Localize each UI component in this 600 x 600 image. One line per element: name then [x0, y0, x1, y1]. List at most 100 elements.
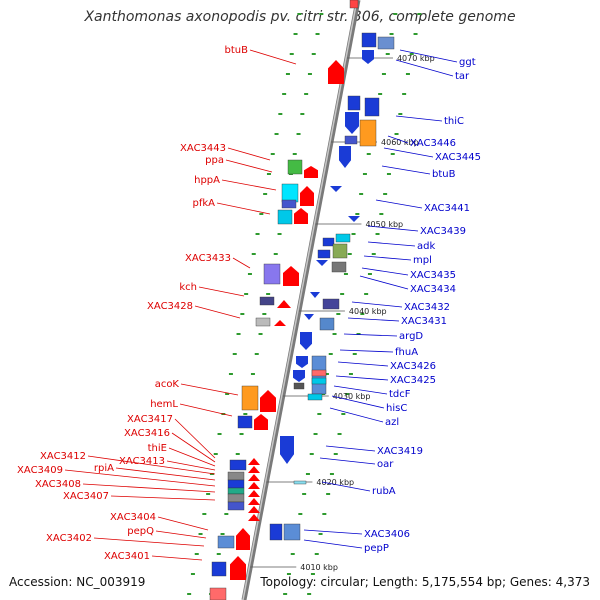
gene-arrow-up: [236, 528, 250, 550]
gene-triangle: [277, 300, 291, 308]
gene-arrow-down: [362, 50, 374, 64]
left-leader-line: [179, 403, 233, 417]
right-leader-line: [361, 267, 409, 276]
right-gene-label: XAC3419: [377, 446, 423, 457]
right-leader-line: [399, 49, 458, 63]
gene-triangle: [248, 466, 260, 473]
right-gene-label: XAC3431: [401, 316, 447, 327]
right-leader-line: [303, 539, 363, 549]
left-gene-label: btuB: [225, 45, 249, 56]
map-title: Xanthomonas axonopodis pv. citri str. 30…: [84, 9, 516, 25]
gene-glyph: [364, 97, 380, 117]
right-leader-line: [303, 529, 363, 535]
right-leader-line: [363, 255, 412, 261]
right-gene-label: adk: [417, 241, 435, 252]
gene-glyph: [237, 415, 253, 429]
gene-glyph: [377, 36, 395, 50]
left-leader-line: [227, 147, 271, 161]
gene-glyphs: [209, 0, 395, 600]
left-leader-line: [232, 257, 251, 269]
left-leader-line: [221, 179, 277, 191]
gene-glyph: [227, 487, 245, 495]
gene-glyph: [281, 183, 299, 203]
left-leader-line: [110, 495, 216, 501]
gene-arrow-up: [300, 186, 314, 206]
left-leader-line: [151, 555, 203, 561]
gene-glyph: [349, 0, 359, 9]
track-dots: [187, 13, 422, 595]
gene-arrow-down: [345, 112, 359, 134]
gene-glyph: [331, 261, 347, 273]
right-gene-label: XAC3434: [410, 284, 456, 295]
gene-glyph: [277, 209, 293, 225]
left-gene-label: XAC3443: [180, 143, 226, 154]
right-leader-line: [333, 385, 388, 395]
right-gene-label: btuB: [432, 169, 456, 180]
gene-triangle: [248, 474, 260, 481]
right-gene-label: XAC3435: [410, 270, 456, 281]
gene-glyph: [359, 119, 377, 147]
gene-arrow-up: [304, 166, 318, 178]
right-leader-line: [383, 147, 434, 158]
left-leader-line: [225, 159, 273, 173]
left-gene-label: XAC3433: [185, 253, 231, 264]
left-gene-label: rpiA: [94, 463, 114, 474]
left-gene-label: XAC3417: [127, 414, 173, 425]
left-leader-line: [171, 432, 216, 463]
left-leader-line: [168, 447, 216, 467]
gene-glyph: [255, 317, 271, 327]
right-gene-label: tar: [455, 71, 470, 82]
gene-arrow-down: [296, 356, 308, 368]
left-leader-line: [166, 460, 216, 471]
left-leader-line: [216, 202, 271, 215]
gene-triangle: [248, 490, 260, 497]
accession-text: Accession: NC_003919: [9, 575, 146, 589]
left-leader-line: [64, 469, 216, 487]
right-leader-line: [367, 225, 419, 232]
gene-triangle: [248, 506, 260, 513]
gene-arrow-up: [230, 556, 246, 580]
right-leader-line: [325, 445, 376, 452]
scale-tick-label: 4040 kbp: [349, 307, 387, 316]
gene-glyph: [283, 523, 301, 541]
left-gene-label: pfkA: [193, 198, 216, 209]
gene-glyph: [269, 523, 283, 541]
right-gene-label: pepP: [364, 543, 389, 554]
right-gene-label: XAC3425: [390, 375, 436, 386]
left-gene-label: XAC3402: [46, 533, 92, 544]
gene-arrow-up: [254, 414, 268, 430]
gene-arrow-up: [328, 60, 344, 84]
gene-triangle: [248, 514, 260, 521]
gene-arrow-down: [293, 370, 305, 382]
scale-tick-label: 4030 kbp: [333, 392, 371, 401]
scale-tick-label: 4060 kbp: [381, 138, 419, 147]
right-leader-line: [343, 333, 398, 337]
scale-tick-label: 4070 kbp: [397, 54, 435, 63]
gene-arrow-up: [294, 208, 308, 224]
left-gene-label: hppA: [194, 175, 220, 186]
gene-glyph: [319, 317, 335, 331]
left-gene-label: hemL: [150, 399, 178, 410]
left-gene-label: kch: [179, 282, 197, 293]
right-gene-label: argD: [399, 331, 423, 342]
right-gene-label: XAC3439: [420, 226, 466, 237]
left-gene-label: ppa: [205, 155, 224, 166]
left-gene-label: acoK: [155, 379, 180, 390]
genome-stats-text: Topology: circular; Length: 5,175,554 bp…: [260, 575, 590, 589]
right-leader-line: [381, 165, 431, 175]
gene-glyph: [293, 480, 307, 485]
left-leader-line: [198, 286, 245, 297]
gene-glyph: [227, 493, 245, 503]
gene-glyph: [332, 243, 348, 259]
right-leader-line: [319, 457, 376, 465]
genome-backbone-highlight: [242, 0, 358, 600]
right-gene-label: fhuA: [395, 347, 418, 358]
gene-triangle: [274, 320, 286, 326]
gene-triangle: [330, 186, 342, 192]
gene-glyph: [229, 459, 247, 471]
left-leader-line: [157, 516, 209, 531]
left-gene-label: XAC3408: [35, 479, 81, 490]
right-gene-label: XAC3426: [390, 361, 436, 372]
right-gene-label: azl: [385, 417, 399, 428]
